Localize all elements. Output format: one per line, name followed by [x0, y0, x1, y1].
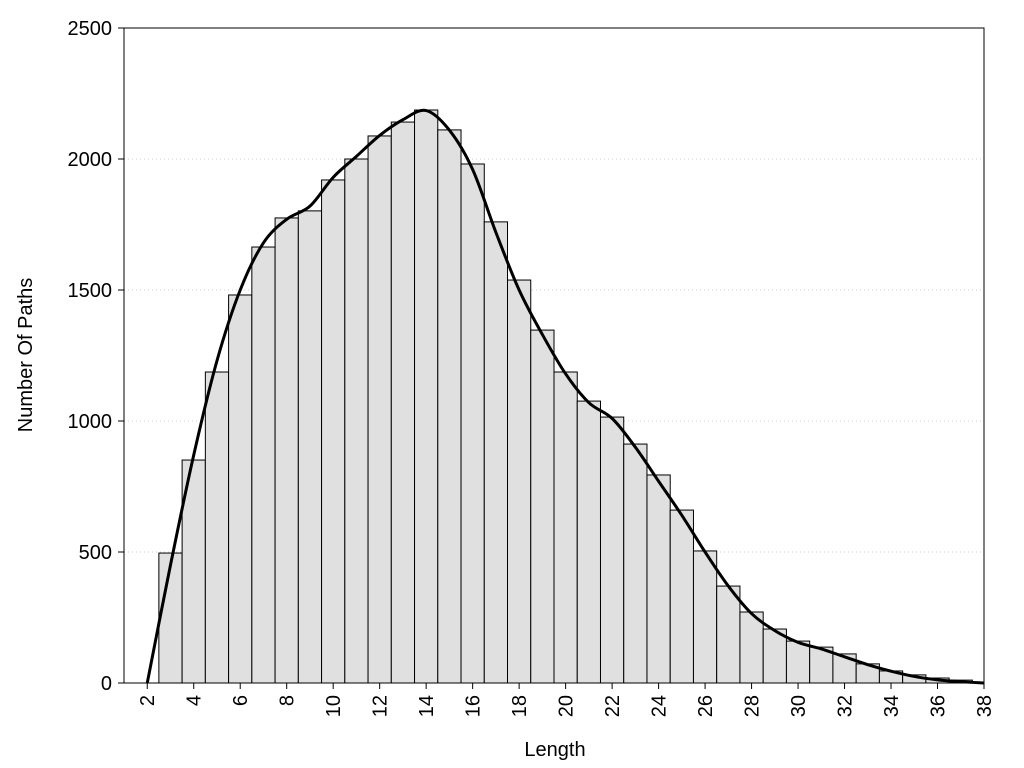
- plot-frame: [123, 27, 985, 684]
- bar: [623, 443, 648, 684]
- bar: [716, 585, 741, 684]
- bar: [646, 474, 671, 684]
- x-tick-label: 22: [602, 695, 624, 717]
- x-tick-label: 26: [695, 695, 717, 717]
- bar: [739, 611, 764, 684]
- y-axis-label: Number Of Paths: [15, 278, 37, 433]
- x-tick-label: 24: [649, 695, 671, 717]
- bar: [553, 371, 578, 684]
- bar: [460, 163, 485, 684]
- x-tick-label: 28: [742, 695, 764, 717]
- bar: [762, 628, 787, 684]
- x-tick-label: 12: [370, 695, 392, 717]
- bar: [297, 210, 323, 684]
- x-axis-label: Length: [524, 739, 585, 761]
- bar: [599, 416, 625, 684]
- y-tick-label: 2000: [68, 149, 113, 171]
- bar: [344, 158, 369, 684]
- x-tick-label: 16: [463, 695, 485, 717]
- x-tick-label: 36: [928, 695, 950, 717]
- x-tick-label: 2: [137, 695, 159, 706]
- bar: [367, 135, 392, 684]
- x-tick-label: 18: [509, 695, 531, 717]
- density-curve: [145, 108, 985, 685]
- x-tick-label: 6: [230, 695, 252, 706]
- bar: [692, 550, 718, 684]
- y-tick-label: 1000: [68, 411, 113, 433]
- y-tick-label: 1500: [68, 280, 113, 302]
- y-tick-label: 2500: [68, 18, 113, 40]
- bar: [251, 246, 276, 684]
- x-tick-label: 32: [835, 695, 857, 717]
- bar: [321, 179, 346, 684]
- bar: [483, 221, 509, 684]
- x-tick-label: 30: [788, 695, 810, 717]
- bar: [274, 217, 299, 684]
- x-tick-label: 10: [323, 695, 345, 717]
- x-tick-label: 20: [556, 695, 578, 717]
- bar: [414, 109, 439, 684]
- x-tick-label: 4: [184, 695, 206, 706]
- x-tick-label: 34: [881, 695, 903, 717]
- x-tick-label: 38: [974, 695, 996, 717]
- bar: [576, 400, 601, 684]
- bar: [530, 329, 555, 684]
- x-tick-label: 14: [416, 695, 438, 717]
- bar: [785, 640, 811, 684]
- y-tick-label: 0: [101, 673, 112, 695]
- bar: [390, 121, 416, 684]
- bar: [437, 129, 462, 684]
- y-tick-label: 500: [79, 542, 112, 564]
- bar: [669, 509, 694, 684]
- bar: [204, 371, 230, 684]
- bar: [507, 279, 532, 684]
- x-tick-label: 8: [277, 695, 299, 706]
- bar: [228, 294, 253, 684]
